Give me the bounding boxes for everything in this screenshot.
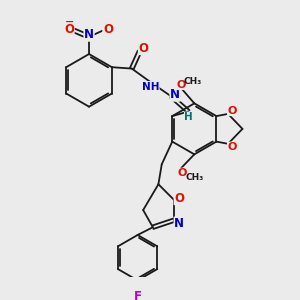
Text: N: N bbox=[170, 88, 180, 101]
Text: H: H bbox=[184, 112, 193, 122]
Text: CH₃: CH₃ bbox=[186, 172, 204, 182]
Text: N: N bbox=[84, 28, 94, 41]
Text: F: F bbox=[134, 290, 142, 300]
Text: O: O bbox=[227, 142, 237, 152]
Text: O: O bbox=[178, 168, 187, 178]
Text: O: O bbox=[227, 106, 237, 116]
Text: O: O bbox=[177, 80, 186, 89]
Text: O: O bbox=[64, 23, 74, 36]
Text: CH₃: CH₃ bbox=[183, 77, 202, 86]
Text: O: O bbox=[138, 42, 148, 55]
Text: O: O bbox=[103, 23, 113, 36]
Text: NH: NH bbox=[142, 82, 159, 92]
Text: N: N bbox=[174, 217, 184, 230]
Text: −: − bbox=[65, 17, 74, 27]
Text: O: O bbox=[174, 192, 184, 205]
